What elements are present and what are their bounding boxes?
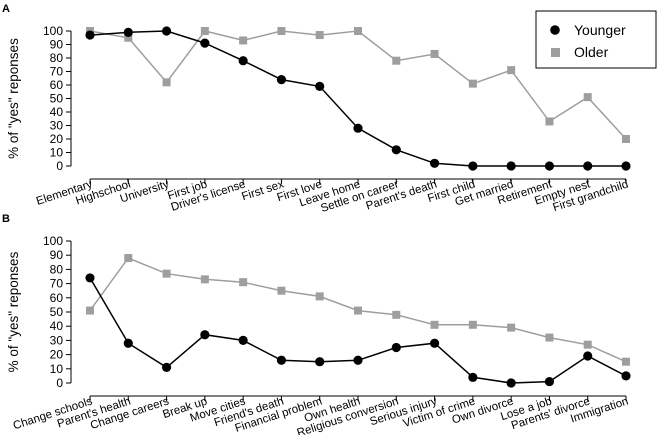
data-point-younger — [353, 123, 363, 133]
data-point-older — [239, 278, 248, 287]
data-point-older — [200, 275, 209, 284]
data-point-younger — [161, 26, 172, 36]
y-tick-label: 100 — [43, 24, 63, 38]
data-point-older — [239, 36, 248, 45]
panel-letter: B — [2, 213, 10, 225]
data-point-younger — [621, 161, 631, 171]
data-point-older — [468, 79, 477, 88]
data-point-older — [430, 320, 439, 329]
series-older — [86, 27, 630, 143]
y-tick-label: 20 — [50, 132, 64, 146]
legend-marker-younger — [550, 25, 560, 35]
data-point-younger — [391, 145, 401, 155]
legend: Younger Older — [535, 10, 657, 69]
data-point-older — [545, 333, 554, 342]
data-point-older — [86, 306, 94, 315]
data-point-younger — [544, 376, 555, 387]
data-point-older — [583, 93, 592, 102]
data-point-older — [392, 56, 401, 65]
data-point-younger — [621, 371, 631, 381]
panel-letter: A — [2, 3, 10, 15]
y-tick-label: 10 — [50, 362, 64, 376]
data-point-older — [545, 117, 554, 126]
data-point-younger — [276, 75, 287, 85]
data-point-older — [162, 269, 171, 278]
data-point-older — [277, 27, 286, 35]
data-point-younger — [315, 357, 325, 367]
data-point-older — [622, 357, 630, 366]
data-point-younger — [315, 81, 325, 91]
data-point-older — [430, 49, 439, 58]
data-point-younger — [353, 355, 363, 365]
y-tick-label: 20 — [50, 348, 64, 362]
y-tick-label: 40 — [50, 319, 64, 333]
y-tick-label: 50 — [50, 92, 64, 106]
data-point-younger — [200, 38, 210, 48]
legend-label-younger: Younger — [574, 22, 626, 38]
data-point-younger — [200, 330, 210, 340]
y-tick-label: 80 — [50, 51, 64, 65]
y-tick-label: 0 — [56, 376, 63, 390]
data-point-older — [468, 320, 477, 329]
y-tick-label: 50 — [50, 305, 64, 319]
y-tick-label: 30 — [50, 333, 64, 347]
data-point-older — [583, 340, 592, 349]
data-point-older — [507, 66, 516, 75]
y-tick-label: 30 — [50, 119, 64, 133]
legend-box — [535, 10, 657, 69]
data-point-older — [124, 33, 133, 42]
y-tick-label: 80 — [50, 262, 64, 276]
data-point-younger — [506, 161, 516, 171]
data-point-younger — [506, 378, 516, 388]
data-point-younger — [123, 27, 133, 37]
data-point-younger — [161, 362, 172, 372]
data-point-older — [392, 310, 401, 319]
data-point-older — [354, 27, 362, 35]
y-tick-label: 10 — [50, 146, 64, 160]
y-tick-label: 60 — [50, 291, 64, 305]
y-tick-label: 70 — [50, 65, 64, 79]
data-point-older — [315, 292, 324, 301]
y-tick-label: 90 — [50, 248, 64, 262]
y-tick-label: 90 — [50, 38, 64, 52]
data-point-older — [507, 323, 516, 332]
data-point-younger — [391, 342, 401, 353]
data-point-younger — [468, 372, 478, 382]
data-point-older — [162, 78, 171, 87]
data-point-younger — [85, 273, 95, 283]
data-point-older — [200, 27, 209, 35]
data-point-younger — [429, 338, 440, 348]
y-tick-label: 60 — [50, 78, 64, 92]
data-point-younger — [583, 351, 593, 361]
data-point-younger — [123, 338, 133, 348]
data-point-older — [315, 31, 324, 40]
data-point-older — [354, 306, 362, 315]
legend-marker-older — [551, 48, 560, 57]
data-point-younger — [468, 161, 478, 171]
y-tick-label: 70 — [50, 277, 64, 291]
y-tick-label: 0 — [56, 159, 63, 173]
data-point-older — [277, 286, 286, 295]
data-point-older — [124, 254, 133, 263]
series-older — [86, 254, 630, 366]
data-point-younger — [276, 355, 287, 365]
y-axis-label: % of "yes" reponses — [6, 38, 21, 159]
data-point-younger — [429, 158, 440, 168]
data-point-younger — [238, 56, 248, 66]
y-tick-label: 40 — [50, 105, 64, 119]
data-point-younger — [85, 30, 95, 40]
y-axis-label: % of "yes" reponses — [6, 251, 21, 372]
series-younger — [85, 26, 631, 171]
data-point-older — [622, 135, 630, 143]
data-point-younger — [544, 161, 555, 171]
series-younger — [85, 273, 631, 388]
data-point-younger — [238, 335, 248, 345]
data-point-younger — [583, 161, 593, 171]
legend-label-older: Older — [574, 44, 609, 60]
y-tick-label: 100 — [43, 234, 63, 248]
